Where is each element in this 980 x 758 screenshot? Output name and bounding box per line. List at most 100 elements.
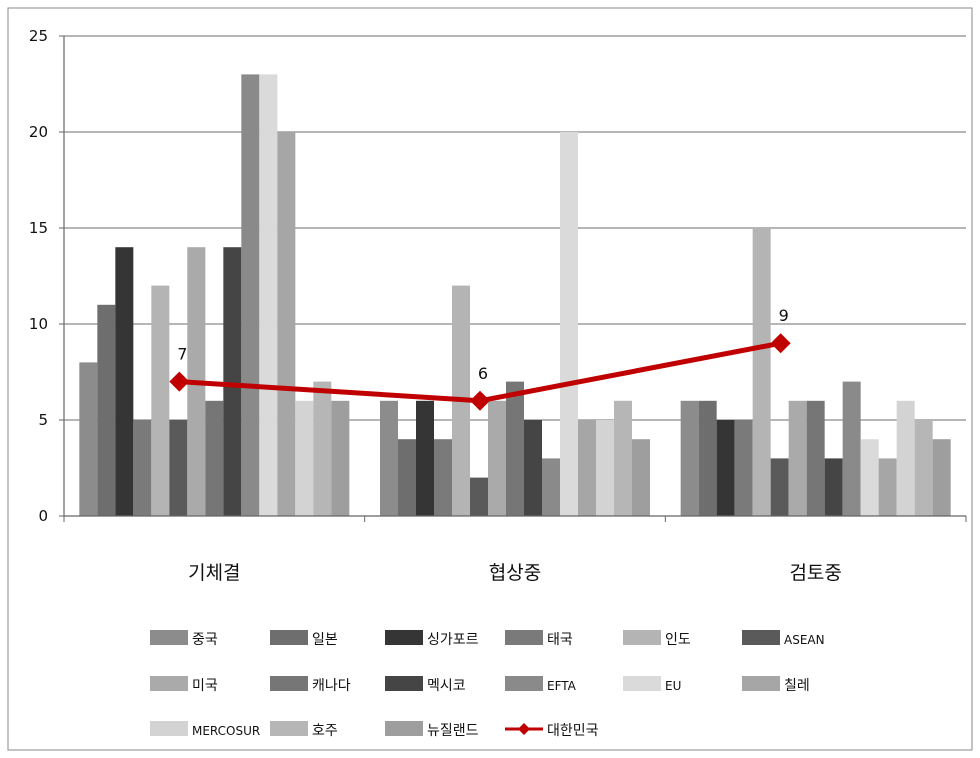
bar-인도-검토중 xyxy=(752,228,771,516)
legend-label: 태국 xyxy=(547,632,573,648)
legend-swatch xyxy=(270,721,308,736)
y-tick-label: 10 xyxy=(29,315,48,333)
bar-일본-협상중 xyxy=(398,439,416,516)
legend-swatch xyxy=(270,676,308,691)
bar-태국-검토중 xyxy=(734,420,753,516)
legend-swatch xyxy=(385,676,423,691)
axes: 0 5 10 15 20 25 기체결 협상중 검토중 xyxy=(29,27,967,584)
legend-label: 칠레 xyxy=(784,678,810,694)
bar-멕시코-검토중 xyxy=(824,458,843,516)
bar-MERCOSUR-검토중 xyxy=(896,400,915,516)
legend-swatch xyxy=(623,630,661,645)
x-category-label: 협상중 xyxy=(489,562,541,584)
bar-호주-협상중 xyxy=(614,400,632,516)
y-tick-label: 5 xyxy=(38,411,48,429)
y-tick-label: 25 xyxy=(29,27,48,45)
legend-label: 미국 xyxy=(192,678,218,694)
bar-싱가포르-검토중 xyxy=(716,420,735,516)
legend-item: 호주 xyxy=(270,721,338,739)
legend-item: 태국 xyxy=(505,630,573,648)
legend-item: 일본 xyxy=(270,630,338,648)
legend-label: 뉴질랜드 xyxy=(427,723,479,739)
x-category-label: 검토중 xyxy=(789,562,841,584)
legend-item: 대한민국 xyxy=(505,723,599,739)
legend-label: EFTA xyxy=(547,679,577,693)
legend-swatch xyxy=(150,630,188,645)
bar-미국-검토중 xyxy=(788,400,807,516)
legend-item: 인도 xyxy=(623,630,691,648)
legend-item: 멕시코 xyxy=(385,676,466,694)
data-label: 9 xyxy=(779,306,789,325)
data-label: 7 xyxy=(177,345,187,364)
bar-캐나다-기체결 xyxy=(205,400,224,516)
legend-swatch xyxy=(623,676,661,691)
bar-미국-협상중 xyxy=(488,400,506,516)
legend-swatch xyxy=(385,630,423,645)
bar-호주-기체결 xyxy=(313,381,332,516)
bar-중국-협상중 xyxy=(380,400,398,516)
bar-EU-협상중 xyxy=(560,132,578,516)
bar-EU-검토중 xyxy=(860,439,879,516)
bar-멕시코-기체결 xyxy=(223,247,242,516)
legend-swatch xyxy=(270,630,308,645)
bar-뉴질랜드-협상중 xyxy=(632,439,650,516)
bar-싱가포르-협상중 xyxy=(416,400,434,516)
legend-swatch xyxy=(385,721,423,736)
bar-EFTA-협상중 xyxy=(542,458,560,516)
legend-label: 캐나다 xyxy=(312,678,351,694)
line-series: 7 6 9 xyxy=(169,306,791,411)
legend-swatch xyxy=(505,676,543,691)
legend-swatch xyxy=(150,721,188,736)
legend-item: 캐나다 xyxy=(270,676,351,694)
bar-싱가포르-기체결 xyxy=(115,247,134,516)
legend-label: 중국 xyxy=(192,632,218,648)
legend-marker xyxy=(518,723,530,735)
legend-item: EFTA xyxy=(505,676,577,693)
legend-label: MERCOSUR xyxy=(192,724,260,738)
x-category-label: 기체결 xyxy=(188,562,240,584)
y-tick-label: 20 xyxy=(29,123,48,141)
legend-item: 칠레 xyxy=(742,676,810,694)
legend-label: 싱가포르 xyxy=(427,632,479,648)
bar-EFTA-검토중 xyxy=(842,381,861,516)
legend-swatch xyxy=(742,676,780,691)
legend-swatch xyxy=(150,676,188,691)
bar-중국-검토중 xyxy=(680,400,699,516)
line-point-marker xyxy=(470,390,490,411)
line-point-marker xyxy=(770,333,791,354)
bar-태국-협상중 xyxy=(434,439,452,516)
legend-swatch xyxy=(505,630,543,645)
bar-일본-검토중 xyxy=(698,400,717,516)
bar-ASEAN-협상중 xyxy=(470,477,488,516)
bar-칠레-기체결 xyxy=(277,132,296,516)
legend-label: 대한민국 xyxy=(547,723,599,739)
legend-label: ASEAN xyxy=(784,633,825,647)
legend-label: 멕시코 xyxy=(427,678,466,694)
legend-label: 일본 xyxy=(312,632,338,648)
legend-item: 미국 xyxy=(150,676,218,694)
bar-인도-기체결 xyxy=(151,285,170,516)
legend-item: ASEAN xyxy=(742,630,825,647)
legend-label: 인도 xyxy=(665,632,691,648)
bar-중국-기체결 xyxy=(79,362,98,516)
legend-label: EU xyxy=(665,679,681,693)
bar-ASEAN-기체결 xyxy=(169,420,188,516)
bar-MERCOSUR-기체결 xyxy=(295,400,314,516)
bar-칠레-검토중 xyxy=(878,458,897,516)
data-label: 6 xyxy=(478,364,488,383)
bar-EFTA-기체결 xyxy=(241,74,260,517)
bar-칠레-협상중 xyxy=(578,420,596,516)
legend-item: 중국 xyxy=(150,630,218,648)
legend-swatch xyxy=(742,630,780,645)
y-tick-label: 15 xyxy=(29,219,48,237)
legend-item: 싱가포르 xyxy=(385,630,479,648)
bar-EU-기체결 xyxy=(259,74,278,517)
bar-캐나다-검토중 xyxy=(806,400,825,516)
bar-멕시코-협상중 xyxy=(524,420,542,516)
bar-호주-검토중 xyxy=(914,420,933,516)
line-point-marker xyxy=(169,371,190,392)
legend: 중국 일본 싱가포르 태국 인도 ASEAN 미국 캐나다 멕시코 EFTA EU 칠레 MERCOSU… xyxy=(150,630,825,739)
bars xyxy=(79,74,951,517)
bar-일본-기체결 xyxy=(97,304,116,516)
